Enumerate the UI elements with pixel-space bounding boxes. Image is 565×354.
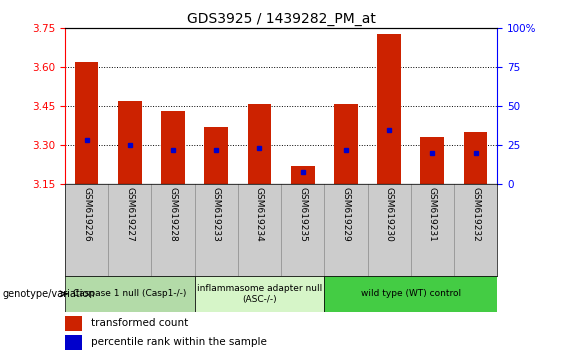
Text: inflammasome adapter null
(ASC-/-): inflammasome adapter null (ASC-/-) [197, 284, 322, 303]
Bar [291, 166, 315, 184]
Text: transformed count: transformed count [91, 318, 188, 328]
Text: wild type (WT) control: wild type (WT) control [360, 289, 461, 298]
Text: GSM619234: GSM619234 [255, 187, 264, 241]
Bar [247, 104, 271, 184]
Bar [161, 112, 185, 184]
Bar [464, 132, 488, 184]
Bar [65, 316, 82, 331]
Text: GSM619230: GSM619230 [385, 187, 394, 242]
Bar [65, 335, 82, 350]
Text: GSM619226: GSM619226 [82, 187, 91, 241]
Bar [205, 127, 228, 184]
Bar [194, 276, 324, 312]
Bar [334, 104, 358, 184]
Text: Caspase 1 null (Casp1-/-): Caspase 1 null (Casp1-/-) [73, 289, 186, 298]
Bar [420, 137, 444, 184]
Bar [118, 101, 142, 184]
Text: GSM619232: GSM619232 [471, 187, 480, 241]
Bar [65, 276, 194, 312]
Text: GSM619235: GSM619235 [298, 187, 307, 242]
Bar [75, 62, 98, 184]
Text: GSM619233: GSM619233 [212, 187, 221, 242]
Text: GSM619228: GSM619228 [168, 187, 177, 241]
Bar [377, 34, 401, 184]
Text: percentile rank within the sample: percentile rank within the sample [91, 337, 267, 347]
Text: GSM619231: GSM619231 [428, 187, 437, 242]
Bar [324, 276, 497, 312]
Title: GDS3925 / 1439282_PM_at: GDS3925 / 1439282_PM_at [186, 12, 376, 26]
Text: GSM619229: GSM619229 [341, 187, 350, 241]
Text: genotype/variation: genotype/variation [3, 289, 95, 299]
Text: GSM619227: GSM619227 [125, 187, 134, 241]
